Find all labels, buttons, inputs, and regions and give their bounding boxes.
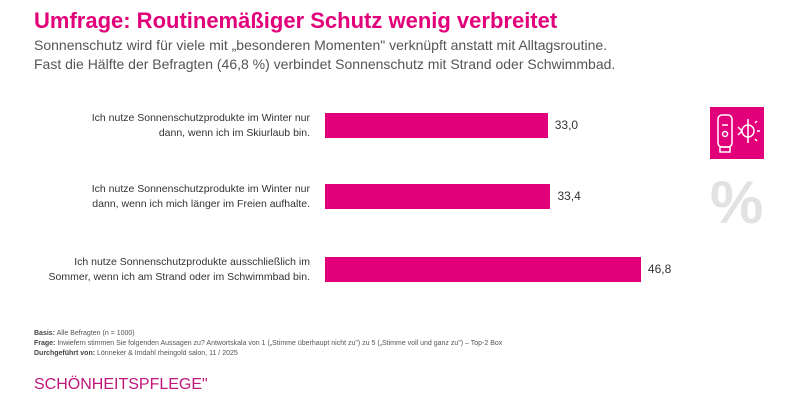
footer-basis: Basis: Alle Befragten (n = 1000) [34, 330, 135, 337]
category-label: Ich nutze Sonnenschutzprodukte im Winter… [91, 112, 310, 139]
bar [325, 113, 548, 138]
subtitle-line-2: Fast die Hälfte der Befragten (46,8 %) v… [34, 56, 616, 72]
page-title: Umfrage: Routinemäßiger Schutz wenig ver… [34, 8, 558, 33]
value-label: 33,4 [557, 189, 581, 203]
footer-frage: Frage: Inwiefern stimmen Sie folgenden A… [34, 340, 503, 347]
category-label: Ich nutze Sonnenschutzprodukte ausschlie… [48, 256, 310, 283]
subtitle-line-1: Sonnenschutz wird für viele mit „besonde… [34, 37, 608, 53]
bar [325, 257, 641, 282]
percent-icon: % [710, 169, 764, 236]
category-label: Ich nutze Sonnenschutzprodukte im Winter… [91, 183, 310, 210]
sunscreen-winter-icon [710, 107, 764, 159]
brand-logo: SCHÖNHEITSPFLEGE" [34, 376, 208, 393]
footer-durchgefuehrt: Durchgeführt von: Lönneker & Imdahl rhei… [34, 350, 238, 357]
value-label: 46,8 [647, 262, 672, 276]
bar [325, 184, 551, 209]
value-label: 33,0 [554, 118, 579, 132]
